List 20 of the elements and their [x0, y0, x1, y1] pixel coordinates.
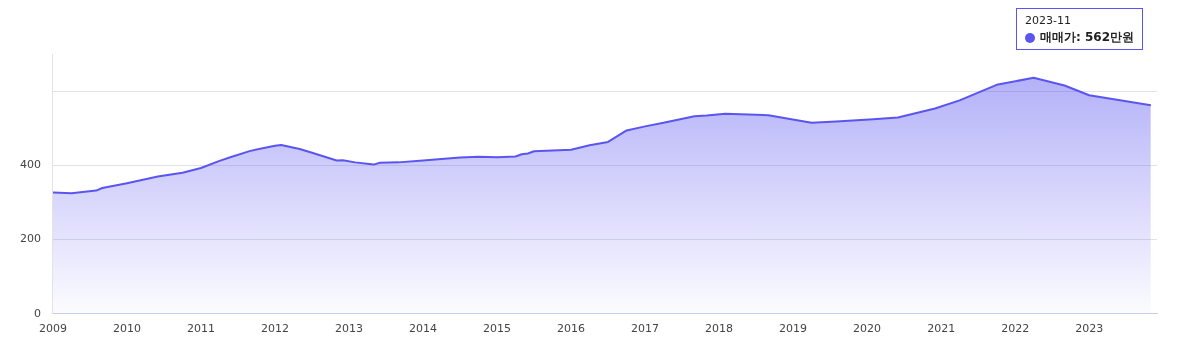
x-tick-label: 2020: [853, 322, 882, 336]
x-tick-label: 2012: [261, 322, 290, 336]
x-tick-label: 2019: [779, 322, 808, 336]
x-tick-label: 2023: [1075, 322, 1104, 336]
x-tick-label: 2021: [927, 322, 956, 336]
x-tick-label: 2015: [483, 322, 512, 336]
x-tick-label: 2022: [1001, 322, 1030, 336]
x-tick-label: 2018: [705, 322, 734, 336]
x-tick-label: 2011: [187, 322, 216, 336]
x-tick-label: 2010: [113, 322, 142, 336]
y-tick-label: 0: [34, 306, 41, 320]
text: 매매가: 562만원: [1039, 29, 1134, 46]
x-tick-label: 2017: [631, 322, 660, 336]
x-tick-label: 2014: [409, 322, 438, 336]
x-tick-label: 2013: [335, 322, 364, 336]
x-tick-label: 2016: [557, 322, 586, 336]
x-tick-label: 2009: [39, 322, 67, 336]
y-tick-label: 400: [20, 158, 41, 172]
text: 2023-11: [1024, 13, 1071, 29]
y-tick-label: 200: [20, 232, 41, 246]
